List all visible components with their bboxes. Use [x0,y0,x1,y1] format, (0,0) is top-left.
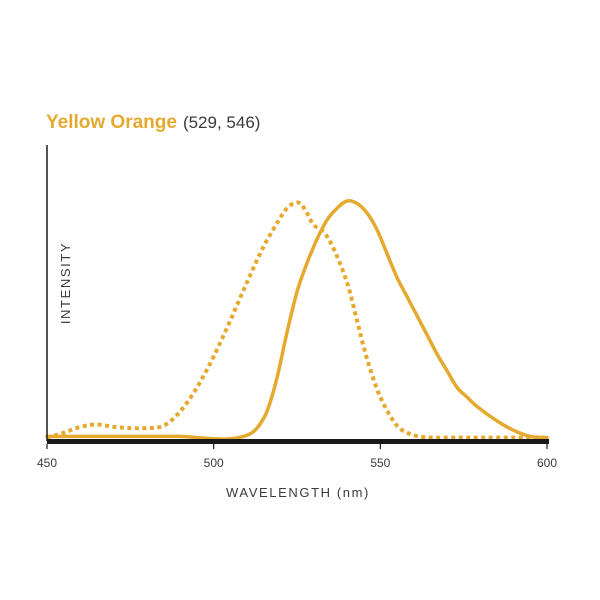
excitation-series-line [46,200,547,440]
x-tick-label: 500 [204,456,224,470]
x-axis-label: WAVELENGTH (nm) [226,485,370,500]
chart-title: Yellow Orange [46,112,177,133]
x-axis-ticks: 450 500 550 600 [37,444,557,470]
x-axis-bar [47,439,549,444]
x-tick-label: 550 [370,456,390,470]
emission-series-line [45,199,549,441]
chart-title-group: Yellow Orange (529, 546) [46,112,260,133]
x-tick-label: 600 [537,456,557,470]
y-axis-label: INTENSITY [58,242,73,324]
plot-lines [45,199,549,441]
x-tick-label: 450 [37,456,57,470]
chart-subtitle: (529, 546) [183,113,261,132]
